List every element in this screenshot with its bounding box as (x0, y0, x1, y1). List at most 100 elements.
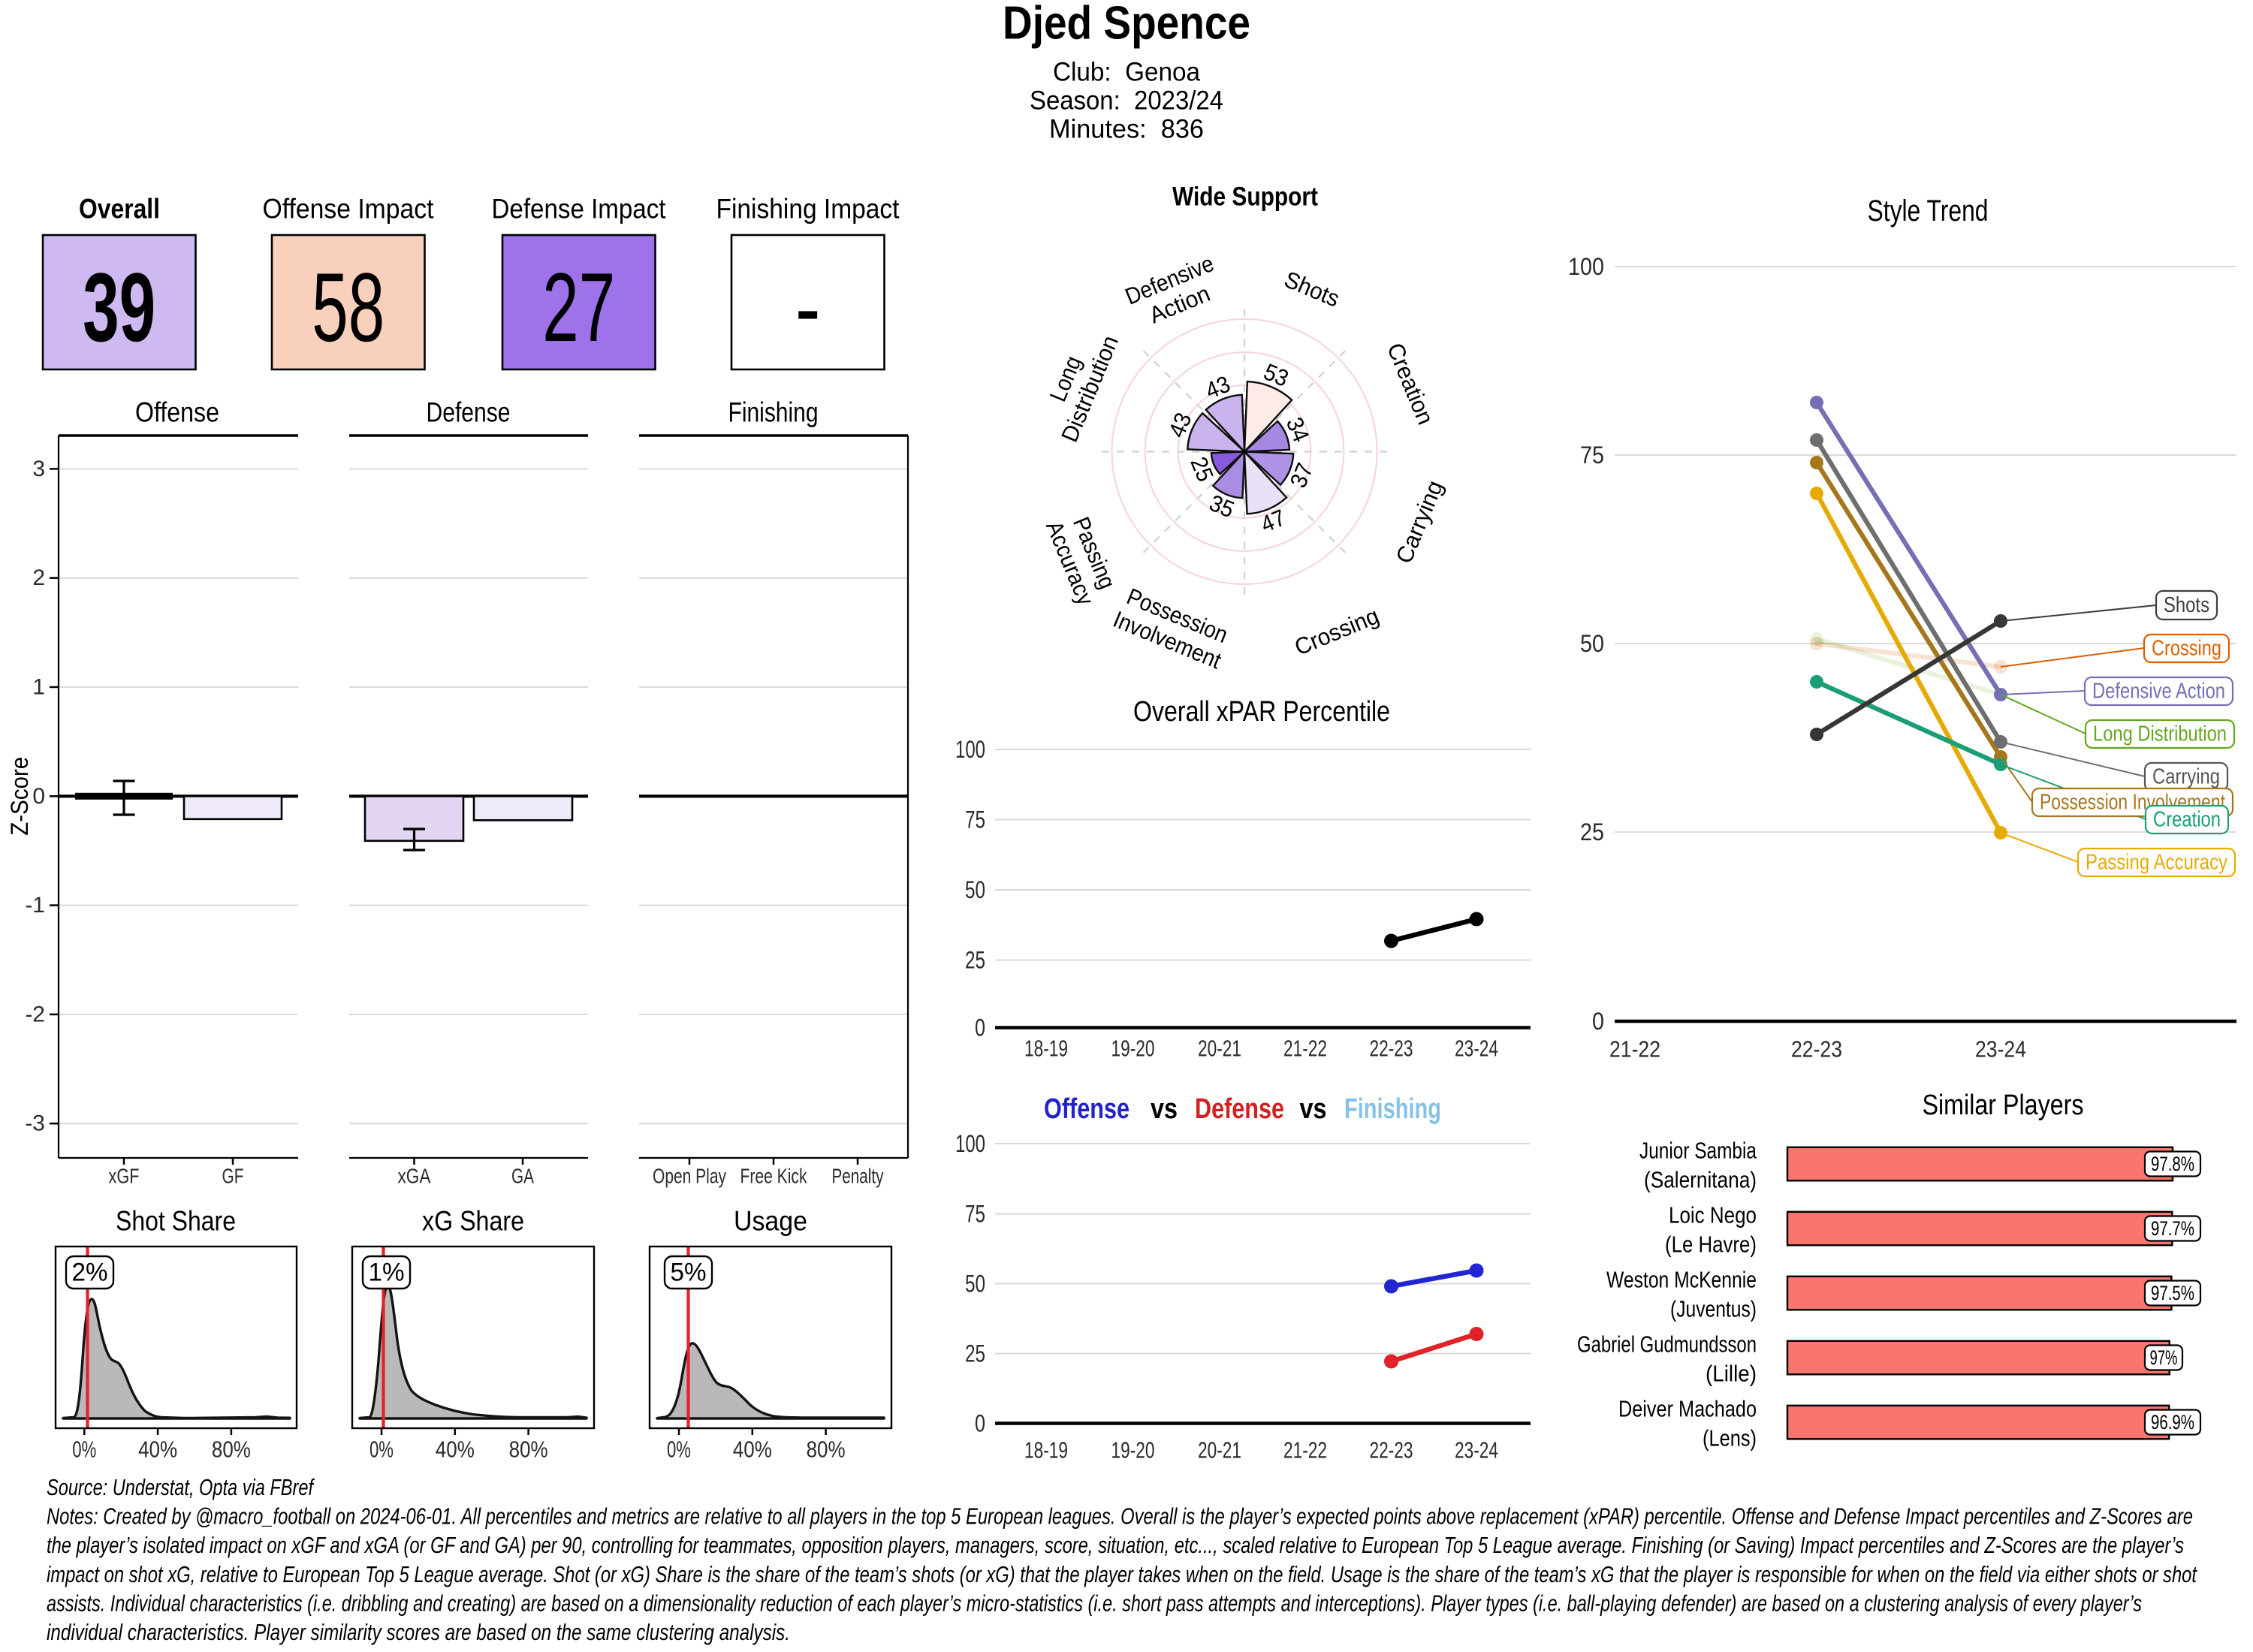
svg-text:25: 25 (1580, 818, 1604, 846)
svg-text:Style Trend: Style Trend (1868, 194, 1989, 228)
svg-text:50: 50 (1580, 630, 1604, 657)
svg-text:-1: -1 (25, 893, 45, 918)
svg-text:(Juventus): (Juventus) (1670, 1296, 1757, 1322)
svg-text:(Lille): (Lille) (1706, 1361, 1757, 1387)
svg-text:27: 27 (542, 252, 615, 362)
svg-text:Creation: Creation (1382, 339, 1439, 429)
svg-text:50: 50 (965, 876, 985, 903)
svg-text:Open Play: Open Play (653, 1165, 726, 1188)
svg-text:97.5%: 97.5% (2151, 1282, 2194, 1304)
svg-text:80%: 80% (807, 1436, 846, 1463)
svg-text:0: 0 (32, 784, 45, 809)
svg-text:80%: 80% (212, 1436, 251, 1463)
svg-text:-3: -3 (25, 1111, 45, 1136)
svg-text:0%: 0% (72, 1436, 96, 1463)
svg-text:Defensive Action: Defensive Action (2092, 680, 2225, 704)
svg-text:100: 100 (1568, 253, 1604, 280)
svg-text:21-22: 21-22 (1283, 1036, 1327, 1062)
svg-text:75: 75 (965, 806, 985, 834)
svg-text:18-19: 18-19 (1024, 1437, 1068, 1464)
svg-text:Z-Score: Z-Score (6, 757, 33, 836)
svg-text:20-21: 20-21 (1198, 1036, 1241, 1062)
svg-text:Overall: Overall (79, 194, 160, 225)
svg-text:18-19: 18-19 (1024, 1036, 1068, 1062)
svg-text:40%: 40% (733, 1436, 772, 1463)
svg-text:Free Kick: Free Kick (740, 1165, 808, 1188)
svg-text:Crossing: Crossing (1291, 602, 1383, 660)
svg-text:GF: GF (222, 1165, 244, 1188)
svg-text:0: 0 (975, 1014, 985, 1042)
svg-text:50: 50 (965, 1271, 985, 1298)
svg-text:21-22: 21-22 (1609, 1036, 1660, 1063)
svg-text:97%: 97% (2150, 1346, 2178, 1369)
svg-text:Long Distribution: Long Distribution (2093, 722, 2227, 746)
svg-text:xG Share: xG Share (422, 1206, 524, 1237)
svg-text:1: 1 (32, 675, 45, 700)
svg-text:Finishing Impact: Finishing Impact (716, 194, 900, 225)
svg-text:21-22: 21-22 (1283, 1437, 1327, 1464)
svg-text:Club: Genoa: Club: Genoa (1053, 58, 1200, 87)
svg-text:(Salernitana): (Salernitana) (1644, 1167, 1757, 1193)
svg-text:2%: 2% (72, 1259, 108, 1287)
svg-text:Offense: Offense (1044, 1093, 1130, 1125)
svg-text:22-23: 22-23 (1370, 1437, 1413, 1464)
svg-text:-2: -2 (25, 1002, 45, 1026)
svg-text:100: 100 (955, 736, 985, 763)
svg-text:Defense: Defense (427, 397, 511, 428)
svg-text:Overall xPAR Percentile: Overall xPAR Percentile (1133, 696, 1390, 728)
svg-text:xGF: xGF (109, 1165, 140, 1188)
svg-text:Source: Understat, Opta via FB: Source: Understat, Opta via FBref (47, 1474, 315, 1500)
svg-text:40%: 40% (436, 1436, 475, 1463)
svg-text:1%: 1% (369, 1259, 405, 1287)
svg-text:Creation: Creation (2153, 808, 2221, 832)
svg-text:Defense: Defense (1195, 1093, 1284, 1125)
svg-text:39: 39 (83, 252, 155, 362)
svg-text:xGA: xGA (398, 1165, 431, 1188)
svg-text:impact on shot xG, relative to: impact on shot xG, relative to European … (47, 1561, 2197, 1587)
svg-text:Deiver Machado: Deiver Machado (1618, 1396, 1757, 1422)
svg-text:58: 58 (312, 252, 385, 362)
svg-text:individual characteristics. Pl: individual characteristics. Player simil… (47, 1619, 790, 1645)
svg-text:0%: 0% (667, 1436, 691, 1463)
svg-text:vs: vs (1151, 1093, 1178, 1125)
svg-text:Defense Impact: Defense Impact (492, 194, 667, 225)
svg-text:97.7%: 97.7% (2151, 1217, 2194, 1240)
svg-text:97.8%: 97.8% (2151, 1153, 2194, 1175)
svg-text:GA: GA (511, 1165, 534, 1188)
svg-text:Finishing: Finishing (1344, 1093, 1441, 1125)
svg-text:23-24: 23-24 (1455, 1437, 1498, 1464)
svg-text:the player’s isolated impact o: the player’s isolated impact on xGF and … (47, 1532, 2184, 1558)
svg-text:23-24: 23-24 (1975, 1036, 2026, 1063)
svg-text:Passing Accuracy: Passing Accuracy (2086, 851, 2227, 875)
svg-text:Junior Sambia: Junior Sambia (1639, 1138, 1757, 1164)
svg-text:0%: 0% (369, 1436, 394, 1463)
svg-text:80%: 80% (509, 1436, 548, 1463)
svg-text:96.9%: 96.9% (2151, 1411, 2194, 1433)
svg-text:40%: 40% (138, 1436, 177, 1463)
svg-text:Notes: Created by @macro_footb: Notes: Created by @macro_football on 202… (47, 1503, 2193, 1530)
svg-text:75: 75 (1580, 442, 1604, 469)
svg-text:5%: 5% (671, 1259, 707, 1287)
svg-text:Shots: Shots (2164, 593, 2209, 617)
svg-text:19-20: 19-20 (1111, 1437, 1155, 1464)
svg-text:Weston McKennie: Weston McKennie (1606, 1267, 1757, 1293)
svg-text:Similar Players: Similar Players (1923, 1090, 2084, 1121)
svg-text:Wide Support: Wide Support (1172, 182, 1318, 212)
svg-text:75: 75 (965, 1201, 985, 1228)
svg-text:Penalty: Penalty (832, 1165, 884, 1188)
svg-text:23-24: 23-24 (1455, 1036, 1498, 1062)
svg-text:assists. Individual characteri: assists. Individual characteristics (i.e… (47, 1590, 2142, 1616)
svg-text:19-20: 19-20 (1111, 1036, 1155, 1062)
svg-text:Minutes: 836: Minutes: 836 (1049, 115, 1204, 144)
svg-text:20-21: 20-21 (1198, 1437, 1241, 1464)
svg-text:22-23: 22-23 (1370, 1036, 1413, 1062)
svg-text:Usage: Usage (734, 1206, 807, 1237)
svg-text:Shot Share: Shot Share (116, 1206, 236, 1237)
svg-text:Crossing: Crossing (2152, 637, 2221, 661)
svg-text:0: 0 (975, 1410, 985, 1437)
svg-text:25: 25 (965, 1340, 985, 1367)
svg-text:(Lens): (Lens) (1703, 1425, 1757, 1452)
svg-text:0: 0 (1592, 1008, 1604, 1035)
svg-text:-: - (795, 252, 821, 362)
svg-text:Finishing: Finishing (728, 397, 819, 428)
